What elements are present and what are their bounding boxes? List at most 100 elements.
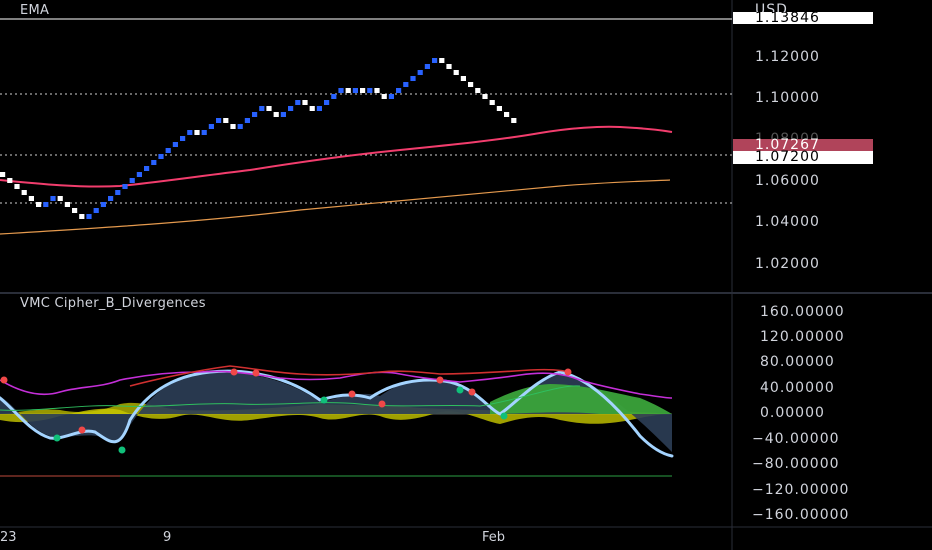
renko-brick-up bbox=[180, 136, 186, 141]
price-pane-title[interactable]: EMA bbox=[20, 3, 50, 18]
renko-brick-down bbox=[7, 178, 13, 183]
renko-brick-down bbox=[360, 88, 366, 93]
renko-brick-up bbox=[403, 82, 409, 87]
renko-brick-up bbox=[172, 142, 178, 147]
sell-dot bbox=[78, 426, 86, 434]
renko-brick-up bbox=[410, 76, 416, 81]
renko-brick-down bbox=[309, 106, 315, 111]
renko-brick-down bbox=[446, 64, 452, 69]
renko-brick-up bbox=[136, 172, 142, 177]
ema-slow-line bbox=[0, 179, 671, 235]
renko-brick-down bbox=[28, 196, 34, 201]
osc-axis-label: −40.00000 bbox=[752, 431, 840, 447]
sell-dot bbox=[564, 368, 572, 376]
renko-brick-up bbox=[151, 160, 157, 165]
renko-brick-up bbox=[432, 58, 438, 63]
oscillator-pane-title[interactable]: VMC Cipher_B_Divergences bbox=[20, 296, 206, 311]
buy-dot bbox=[118, 446, 126, 454]
wave-trend-fill bbox=[0, 372, 672, 452]
sell-dot bbox=[230, 368, 238, 376]
renko-brick-down bbox=[266, 106, 272, 111]
renko-brick-down bbox=[194, 130, 200, 135]
renko-brick-up bbox=[93, 208, 99, 213]
renko-brick-down bbox=[345, 88, 351, 93]
renko-brick-up bbox=[122, 184, 128, 189]
price-axis-label: 1.10000 bbox=[755, 90, 820, 106]
renko-brick-up bbox=[100, 202, 106, 207]
renko-brick-up bbox=[129, 178, 135, 183]
renko-brick-up bbox=[417, 70, 423, 75]
renko-brick-down bbox=[475, 88, 481, 93]
wave-trend-line bbox=[0, 369, 674, 458]
osc-axis-label: 80.00000 bbox=[760, 354, 835, 370]
renko-brick-up bbox=[316, 106, 322, 111]
renko-brick-down bbox=[302, 100, 308, 105]
renko-brick-down bbox=[468, 82, 474, 87]
renko-brick-up bbox=[288, 106, 294, 111]
renko-brick-down bbox=[223, 118, 229, 123]
renko-brick-up bbox=[295, 100, 301, 105]
renko-brick-up bbox=[280, 112, 286, 117]
renko-brick-up bbox=[208, 124, 214, 129]
sell-dot bbox=[0, 376, 8, 384]
renko-brick-up bbox=[216, 118, 222, 123]
time-axis-label: 23 bbox=[0, 530, 17, 545]
renko-brick-up bbox=[424, 64, 430, 69]
renko-brick-down bbox=[496, 106, 502, 111]
renko-brick-down bbox=[504, 112, 510, 117]
renko-brick-up bbox=[115, 190, 121, 195]
renko-brick-down bbox=[21, 190, 27, 195]
renko-brick-down bbox=[439, 58, 445, 63]
renko-brick-down bbox=[230, 124, 236, 129]
renko-brick-down bbox=[381, 94, 387, 99]
bullish-area bbox=[490, 384, 672, 414]
renko-brick-down bbox=[72, 208, 78, 213]
osc-axis-label: 40.00000 bbox=[760, 380, 835, 396]
price-axis-label: 1.04000 bbox=[755, 214, 820, 230]
ema-price-badge: 1.07267 bbox=[733, 138, 873, 152]
osc-axis-label: −80.00000 bbox=[752, 456, 840, 472]
renko-brick-down bbox=[511, 118, 517, 123]
mfi-top-line bbox=[129, 365, 571, 387]
buy-dot bbox=[53, 434, 61, 442]
buy-dot bbox=[320, 396, 328, 404]
ema-fast-line bbox=[0, 125, 673, 188]
renko-brick-down bbox=[273, 112, 279, 117]
renko-brick-down bbox=[0, 172, 6, 177]
sell-dot bbox=[348, 390, 356, 398]
renko-brick-down bbox=[489, 100, 495, 105]
sell-dot bbox=[436, 376, 444, 384]
renko-brick-up bbox=[187, 130, 193, 135]
renko-brick-up bbox=[324, 100, 330, 105]
renko-brick-up bbox=[396, 88, 402, 93]
renko-brick-up bbox=[367, 88, 373, 93]
renko-brick-up bbox=[158, 154, 164, 159]
renko-brick-up bbox=[259, 106, 265, 111]
renko-brick-up bbox=[352, 88, 358, 93]
renko-brick-down bbox=[482, 94, 488, 99]
renko-brick-up bbox=[244, 118, 250, 123]
renko-brick-up bbox=[331, 94, 337, 99]
price-axis-label: 1.06000 bbox=[755, 173, 820, 189]
sell-dot bbox=[252, 369, 260, 377]
buy-dot bbox=[456, 386, 464, 394]
price-axis-label: 1.02000 bbox=[755, 256, 820, 272]
renko-brick-up bbox=[338, 88, 344, 93]
time-axis-label: Feb bbox=[482, 530, 506, 545]
renko-brick-up bbox=[144, 166, 150, 171]
sell-dot bbox=[468, 388, 476, 396]
renko-bricks bbox=[0, 58, 517, 219]
osc-axis-label: 0.00000 bbox=[760, 405, 825, 421]
top-price-badge: 1.13846 bbox=[733, 12, 873, 24]
renko-brick-up bbox=[165, 148, 171, 153]
renko-brick-up bbox=[237, 124, 243, 129]
renko-brick-down bbox=[460, 76, 466, 81]
renko-brick-down bbox=[79, 214, 85, 219]
osc-axis-label: −120.00000 bbox=[752, 482, 850, 498]
renko-brick-up bbox=[50, 196, 56, 201]
renko-brick-up bbox=[108, 196, 114, 201]
buy-dot bbox=[500, 412, 508, 420]
osc-axis-label: −160.00000 bbox=[752, 507, 850, 523]
renko-brick-down bbox=[14, 184, 20, 189]
